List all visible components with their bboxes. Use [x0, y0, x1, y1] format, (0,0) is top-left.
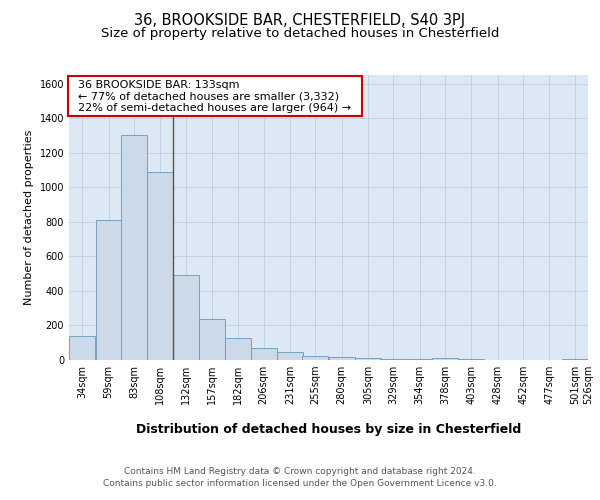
Bar	[380, 359, 406, 360]
Bar	[355, 358, 381, 360]
Bar	[302, 356, 328, 360]
Bar	[121, 136, 147, 360]
Text: Distribution of detached houses by size in Chesterfield: Distribution of detached houses by size …	[136, 422, 521, 436]
Text: Contains HM Land Registry data © Crown copyright and database right 2024.: Contains HM Land Registry data © Crown c…	[124, 468, 476, 476]
Bar	[69, 336, 95, 360]
Bar	[95, 220, 122, 360]
Bar	[432, 358, 458, 360]
Y-axis label: Number of detached properties: Number of detached properties	[24, 130, 34, 305]
Text: Contains public sector information licensed under the Open Government Licence v3: Contains public sector information licen…	[103, 479, 497, 488]
Text: 36, BROOKSIDE BAR, CHESTERFIELD, S40 3PJ: 36, BROOKSIDE BAR, CHESTERFIELD, S40 3PJ	[134, 12, 466, 28]
Bar	[147, 172, 173, 360]
Bar	[173, 276, 199, 360]
Bar	[225, 338, 251, 360]
Bar	[199, 320, 225, 360]
Bar	[277, 352, 303, 360]
Text: 36 BROOKSIDE BAR: 133sqm  
  ← 77% of detached houses are smaller (3,332)  
  22: 36 BROOKSIDE BAR: 133sqm ← 77% of detach…	[71, 80, 358, 113]
Bar	[251, 348, 277, 360]
Bar	[329, 358, 355, 360]
Text: Size of property relative to detached houses in Chesterfield: Size of property relative to detached ho…	[101, 28, 499, 40]
